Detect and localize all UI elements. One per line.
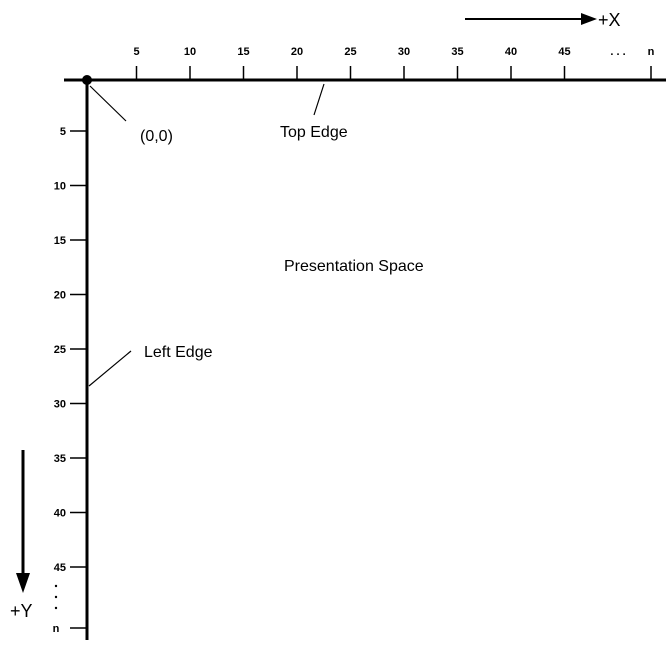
y-axis-tick-label: 20: [54, 290, 66, 302]
x-axis-tick-label: 5: [133, 46, 139, 58]
x-axis-tick-label: 15: [237, 46, 249, 58]
y-axis-tick-label: 30: [54, 399, 66, 411]
x-direction-arrowhead: [581, 13, 597, 25]
origin-label: (0,0): [140, 128, 173, 145]
y-axis-tick-label: 25: [54, 344, 66, 356]
y-axis-tick-label: 45: [54, 562, 66, 574]
y-axis-ellipsis: [54, 584, 58, 610]
y-axis-tick-label: 40: [54, 508, 66, 520]
y-axis-tick-label: 35: [54, 453, 66, 465]
x-axis-tick-label: 30: [398, 46, 410, 58]
y-axis-tick-label: 5: [60, 126, 66, 138]
x-axis-tick-label: 40: [505, 46, 517, 58]
y-axis-ticks: 5 10 15 20 25 30 35 40 45: [54, 126, 87, 574]
y-axis-tick-label: 10: [54, 181, 66, 193]
presentation-space-label: Presentation Space: [284, 258, 424, 275]
x-axis-tick-label: 20: [291, 46, 303, 58]
top-edge-leader-line: [313, 83, 325, 116]
x-axis-tick-label: 25: [344, 46, 356, 58]
x-axis-end-label: n: [648, 46, 655, 58]
x-axis-ticks: 5 10 15 20 25 30 35 40 45: [133, 46, 571, 80]
x-axis-tick-label: 45: [558, 46, 570, 58]
left-edge-label: Left Edge: [144, 344, 213, 361]
y-direction-label: +Y: [10, 601, 33, 621]
x-axis-ellipsis: . . .: [610, 46, 625, 58]
origin-leader-line: [89, 85, 127, 122]
x-axis-tick-label: 35: [451, 46, 463, 58]
y-axis-tick-label: 15: [54, 235, 66, 247]
top-edge-label: Top Edge: [280, 124, 348, 141]
y-axis-end-label: n: [53, 623, 60, 635]
x-axis-tick-label: 10: [184, 46, 196, 58]
x-direction-label: +X: [598, 10, 621, 30]
left-edge-leader-line: [88, 350, 132, 387]
origin-point: [82, 75, 92, 85]
y-direction-arrowhead: [16, 573, 30, 593]
